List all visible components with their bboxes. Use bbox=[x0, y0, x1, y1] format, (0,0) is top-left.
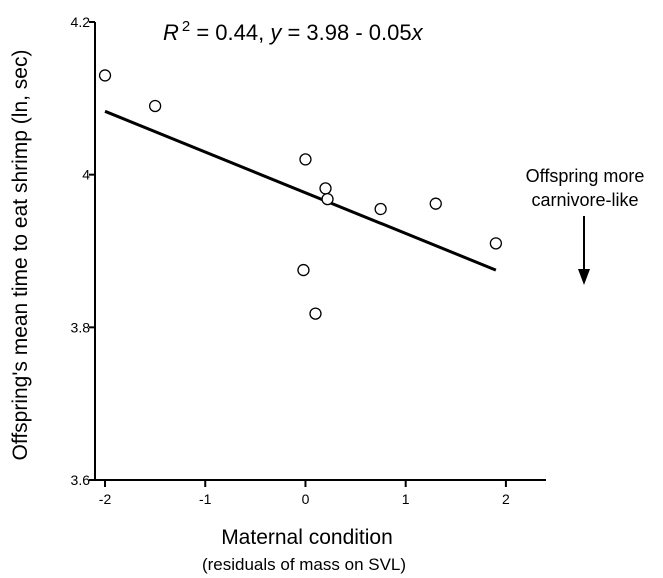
data-point bbox=[321, 192, 334, 206]
data-point bbox=[309, 307, 322, 320]
y-tick-label: 3.6 bbox=[71, 472, 91, 488]
x-axis-subtitle: (residuals of mass on SVL) bbox=[202, 555, 406, 574]
tick-marks bbox=[89, 21, 507, 487]
y-tick-label: 4.2 bbox=[71, 14, 91, 30]
data-point bbox=[98, 69, 112, 82]
tick-labels: -2 -1 0 1 2 3.6 3.8 4 4.2 bbox=[71, 14, 510, 507]
data-point bbox=[148, 99, 162, 113]
data-point bbox=[374, 202, 387, 216]
annotation-line-2: carnivore-like bbox=[531, 190, 638, 210]
data-point bbox=[297, 263, 310, 277]
x-tick-label: -2 bbox=[99, 491, 112, 507]
annotation-line-1: Offspring more bbox=[526, 166, 645, 186]
data-points bbox=[98, 69, 503, 320]
axes bbox=[94, 22, 546, 481]
data-point bbox=[319, 182, 332, 195]
x-tick-label: 1 bbox=[402, 491, 410, 507]
x-axis-title: Maternal condition bbox=[221, 526, 393, 549]
down-arrow-icon bbox=[578, 216, 590, 285]
x-tick-label: -1 bbox=[199, 491, 212, 507]
y-axis-title: Offspring's mean time to eat shrimp (ln,… bbox=[9, 50, 32, 461]
data-point bbox=[429, 197, 442, 210]
y-tick-label: 3.8 bbox=[71, 319, 91, 335]
data-point bbox=[299, 153, 312, 166]
x-tick-label: 2 bbox=[502, 491, 510, 507]
y-tick-label: 4 bbox=[82, 167, 90, 183]
data-point bbox=[489, 237, 503, 250]
x-tick-label: 0 bbox=[302, 491, 310, 507]
regression-line bbox=[104, 109, 497, 272]
